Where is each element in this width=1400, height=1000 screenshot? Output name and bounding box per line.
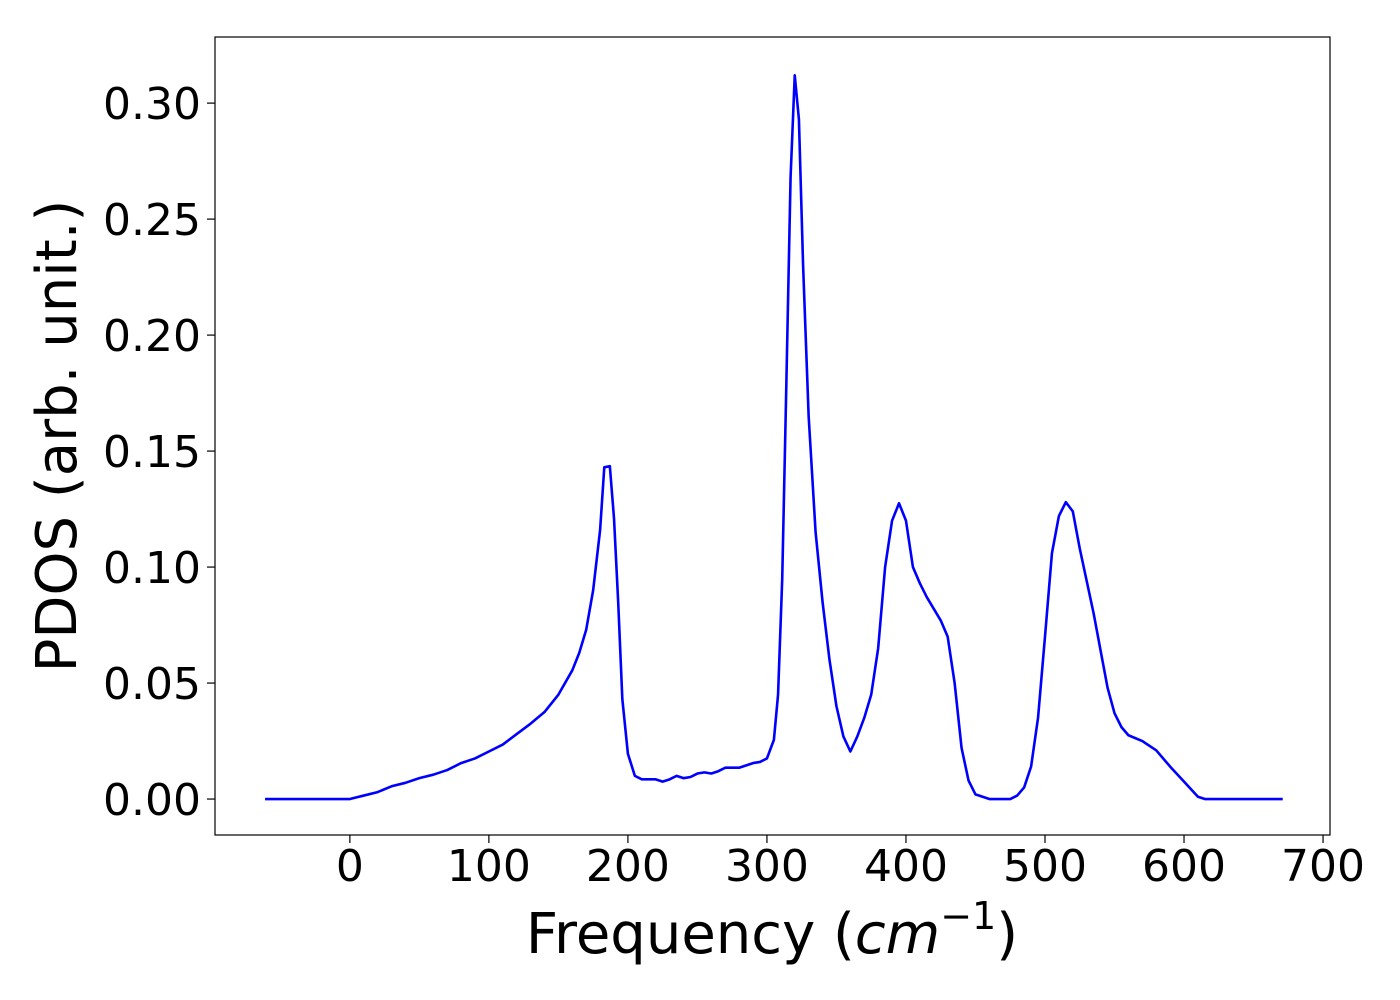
- y-axis-title: PDOS (arb. unit.): [25, 200, 90, 673]
- y-axis-ticks: 0.00 0.05 0.10 0.15 0.20 0.25 0.30: [103, 79, 215, 826]
- y-tick-label: 0.25: [103, 195, 201, 246]
- x-axis-title: Frequency (cm−1): [526, 894, 1018, 967]
- x-axis-title-text: Frequency (: [526, 902, 855, 967]
- axes-frame: [214, 36, 1331, 836]
- x-axis-title-close: ): [996, 902, 1018, 967]
- x-axis-title-unit: cm: [855, 902, 940, 967]
- x-tick-label: 700: [1281, 841, 1365, 892]
- y-tick-label: 0.30: [103, 79, 201, 130]
- x-tick-label: 600: [1142, 841, 1226, 892]
- x-tick-label: 500: [1003, 841, 1087, 892]
- plot-area: [265, 73, 1283, 801]
- y-tick-label: 0.15: [103, 427, 201, 478]
- x-tick-label: 100: [447, 841, 531, 892]
- x-axis-title-exponent: −1: [940, 894, 996, 938]
- x-axis-ticks: 0 100 200 300 400 500 600 700: [336, 835, 1365, 892]
- y-tick-label: 0.00: [103, 775, 201, 826]
- y-tick-label: 0.10: [103, 543, 201, 594]
- x-tick-label: 0: [336, 841, 364, 892]
- x-tick-label: 400: [864, 841, 948, 892]
- y-tick-label: 0.05: [103, 659, 201, 710]
- series-line-0: [265, 73, 1283, 801]
- x-tick-label: 200: [586, 841, 670, 892]
- y-tick-label: 0.20: [103, 311, 201, 362]
- x-tick-label: 300: [725, 841, 809, 892]
